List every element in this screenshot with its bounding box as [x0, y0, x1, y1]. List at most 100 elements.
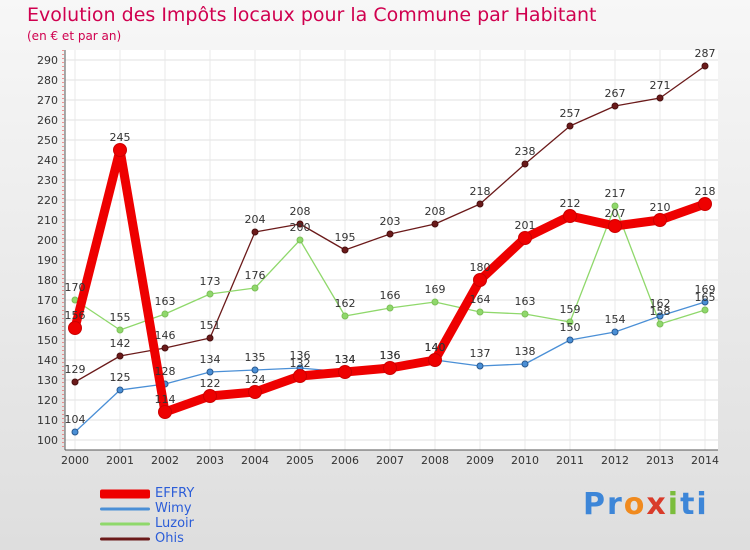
data-label-effry: 122	[200, 377, 221, 390]
data-label-wimy: 150	[560, 321, 581, 334]
data-label-effry: 124	[245, 373, 266, 386]
data-label-ohis: 146	[155, 329, 176, 342]
data-point-effry	[68, 321, 82, 335]
data-point-ohis	[251, 228, 259, 236]
data-label-ohis: 195	[335, 231, 356, 244]
data-point-luzoir	[431, 298, 439, 306]
data-point-ohis	[611, 102, 619, 110]
chart-title: Evolution des Impôts locaux pour la Comm…	[27, 4, 597, 26]
y-tick-label: 130	[37, 374, 58, 387]
legend-swatch-effry	[100, 489, 150, 498]
data-point-ohis	[296, 220, 304, 228]
data-label-ohis: 218	[470, 185, 491, 198]
legend-item-wimy: Wimy	[100, 501, 300, 516]
x-tick-label: 2002	[151, 454, 179, 467]
legend-label-effry: EFFRY	[155, 486, 195, 501]
y-tick-label: 240	[37, 154, 58, 167]
data-point-luzoir	[251, 284, 259, 292]
data-point-wimy	[116, 386, 124, 394]
x-tick-label: 2001	[106, 454, 134, 467]
data-point-ohis	[386, 230, 394, 238]
data-point-ohis	[476, 200, 484, 208]
data-point-wimy	[206, 368, 214, 376]
data-point-effry	[203, 389, 217, 403]
legend-label-wimy: Wimy	[155, 501, 192, 516]
data-point-ohis	[71, 378, 79, 386]
data-point-luzoir	[116, 326, 124, 334]
legend-label-luzoir: Luzoir	[155, 516, 194, 531]
y-tick-label: 100	[37, 434, 58, 447]
data-label-wimy: 125	[110, 371, 131, 384]
data-label-ohis: 151	[200, 319, 221, 332]
data-label-effry: 134	[335, 353, 356, 366]
data-point-ohis	[701, 62, 709, 70]
data-label-ohis: 271	[650, 79, 671, 92]
legend: EFFRY Wimy Luzoir Ohis	[100, 486, 300, 546]
data-label-wimy: 137	[470, 347, 491, 360]
data-point-ohis	[341, 246, 349, 254]
data-point-wimy	[251, 366, 259, 374]
data-point-ohis	[116, 352, 124, 360]
data-label-effry: 140	[425, 341, 446, 354]
data-point-luzoir	[206, 290, 214, 298]
data-label-luzoir: 173	[200, 275, 221, 288]
y-tick-label: 110	[37, 414, 58, 427]
data-point-ohis	[161, 344, 169, 352]
data-point-effry	[563, 209, 577, 223]
data-label-effry: 207	[605, 207, 626, 220]
legend-swatch-ohis	[100, 537, 150, 540]
data-label-ohis: 129	[65, 363, 86, 376]
data-point-luzoir	[701, 306, 709, 314]
data-label-wimy: 162	[650, 297, 671, 310]
data-label-effry: 136	[380, 349, 401, 362]
data-point-luzoir	[611, 202, 619, 210]
logo-part: x	[646, 487, 668, 522]
data-label-ohis: 267	[605, 87, 626, 100]
x-tick-label: 2012	[601, 454, 629, 467]
data-point-wimy	[566, 336, 574, 344]
data-label-luzoir: 159	[560, 303, 581, 316]
data-label-luzoir: 164	[470, 293, 491, 306]
legend-label-ohis: Ohis	[155, 531, 184, 546]
data-label-luzoir: 200	[290, 221, 311, 234]
data-point-effry	[293, 369, 307, 383]
data-label-ohis: 238	[515, 145, 536, 158]
y-tick-label: 260	[37, 114, 58, 127]
x-tick-label: 2009	[466, 454, 494, 467]
y-tick-label: 160	[37, 314, 58, 327]
y-tick-label: 140	[37, 354, 58, 367]
data-point-ohis	[656, 94, 664, 102]
x-tick-label: 2013	[646, 454, 674, 467]
data-label-luzoir: 176	[245, 269, 266, 282]
legend-swatch-wimy	[100, 507, 150, 510]
y-tick-label: 150	[37, 334, 58, 347]
x-tick-label: 2005	[286, 454, 314, 467]
data-label-wimy: 134	[335, 353, 356, 366]
data-label-luzoir: 163	[155, 295, 176, 308]
data-label-luzoir: 162	[335, 297, 356, 310]
y-tick-label: 280	[37, 74, 58, 87]
data-label-effry: 156	[65, 309, 86, 322]
data-point-luzoir	[521, 310, 529, 318]
data-point-luzoir	[296, 236, 304, 244]
data-point-luzoir	[476, 308, 484, 316]
data-label-ohis: 203	[380, 215, 401, 228]
data-label-ohis: 208	[425, 205, 446, 218]
data-label-luzoir: 166	[380, 289, 401, 302]
data-point-luzoir	[386, 304, 394, 312]
x-tick-label: 2006	[331, 454, 359, 467]
data-label-luzoir: 217	[605, 187, 626, 200]
logo-part: o	[623, 487, 647, 522]
y-tick-label: 220	[37, 194, 58, 207]
data-label-ohis: 287	[695, 47, 716, 60]
data-label-ohis: 204	[245, 213, 266, 226]
y-tick-label: 250	[37, 134, 58, 147]
x-tick-label: 2008	[421, 454, 449, 467]
y-tick-label: 200	[37, 234, 58, 247]
data-label-effry: 210	[650, 201, 671, 214]
x-tick-label: 2011	[556, 454, 584, 467]
data-point-wimy	[521, 360, 529, 368]
data-label-ohis: 208	[290, 205, 311, 218]
data-label-wimy: 135	[245, 351, 266, 364]
data-label-wimy: 154	[605, 313, 626, 326]
